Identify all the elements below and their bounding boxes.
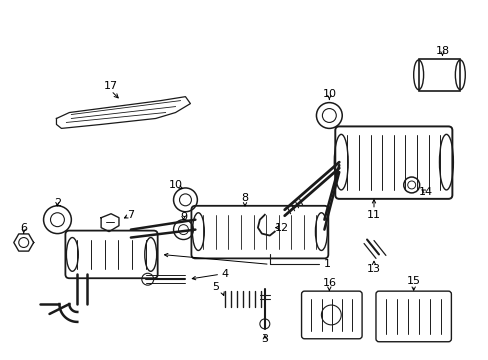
Text: 10: 10 xyxy=(322,89,336,99)
Text: 16: 16 xyxy=(322,278,336,288)
FancyBboxPatch shape xyxy=(191,206,327,258)
Text: 10: 10 xyxy=(168,180,182,190)
Text: 8: 8 xyxy=(241,193,248,203)
Text: 15: 15 xyxy=(406,276,420,286)
FancyBboxPatch shape xyxy=(65,231,157,278)
Text: 6: 6 xyxy=(20,222,27,233)
Text: 17: 17 xyxy=(104,81,118,91)
Text: 11: 11 xyxy=(366,210,380,220)
Text: 7: 7 xyxy=(127,210,134,220)
Text: 12: 12 xyxy=(274,222,288,233)
Text: 1: 1 xyxy=(323,259,330,269)
Text: 3: 3 xyxy=(261,334,268,344)
Text: 5: 5 xyxy=(211,282,218,292)
Text: 18: 18 xyxy=(434,46,448,56)
Text: 4: 4 xyxy=(221,269,228,279)
Text: 14: 14 xyxy=(418,187,432,197)
FancyBboxPatch shape xyxy=(301,291,361,339)
Bar xyxy=(418,59,459,91)
Text: 13: 13 xyxy=(366,264,380,274)
FancyBboxPatch shape xyxy=(375,291,450,342)
Text: 9: 9 xyxy=(180,212,186,222)
FancyBboxPatch shape xyxy=(335,126,451,199)
Text: 2: 2 xyxy=(54,198,61,208)
